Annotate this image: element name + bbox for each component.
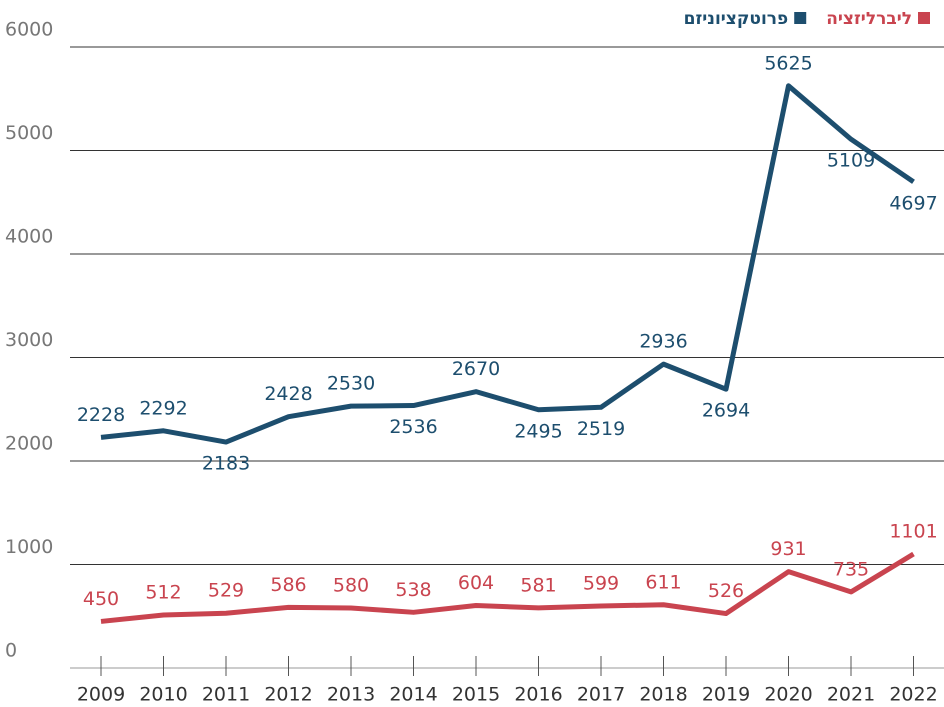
y-tick-label: 6000: [5, 19, 53, 41]
value-label: 5625: [764, 52, 812, 74]
x-tick-label: 2014: [389, 684, 437, 706]
legend-swatch: [918, 12, 930, 24]
legend-label: ליברליזציה: [826, 9, 912, 29]
value-label: 512: [145, 582, 181, 604]
x-tick-label: 2022: [889, 684, 937, 706]
value-label: 2530: [327, 373, 375, 395]
value-label: 5109: [827, 150, 875, 172]
value-label: 2936: [639, 331, 687, 353]
x-tick-label: 2018: [639, 684, 687, 706]
value-label: 1101: [889, 521, 937, 543]
value-label: 529: [208, 580, 244, 602]
value-label: 526: [708, 580, 744, 602]
line: [100, 83, 915, 445]
value-label: 2228: [77, 404, 125, 426]
value-label: 580: [333, 574, 369, 596]
value-label: 931: [770, 538, 806, 560]
x-tick-label: 2019: [702, 684, 750, 706]
value-label: 450: [83, 588, 119, 610]
y-tick-label: 2000: [5, 433, 53, 455]
y-tick-label: 1000: [5, 536, 53, 558]
value-label: 2694: [702, 400, 750, 422]
value-label: 735: [833, 558, 869, 580]
legend-swatch: [794, 12, 807, 24]
x-tick-label: 2017: [577, 684, 625, 706]
x-tick-label: 2013: [327, 684, 375, 706]
value-label: 604: [458, 572, 494, 594]
value-label: 599: [583, 573, 619, 595]
value-label: 581: [520, 574, 556, 596]
value-label: 538: [395, 579, 431, 601]
x-tick-label: 2009: [77, 684, 125, 706]
value-label: 2536: [389, 416, 437, 438]
value-label: 586: [270, 574, 306, 596]
value-label: 2519: [577, 418, 625, 440]
x-tick-label: 2015: [452, 684, 500, 706]
y-tick-label: 3000: [5, 329, 53, 351]
value-label: 2495: [514, 420, 562, 442]
value-label: 2670: [452, 358, 500, 380]
x-tick-label: 2021: [827, 684, 875, 706]
x-tick-label: 2010: [139, 684, 187, 706]
x-tick-label: 2016: [514, 684, 562, 706]
y-tick-label: 0: [5, 640, 17, 662]
value-label: 4697: [889, 192, 937, 214]
y-tick-label: 4000: [5, 226, 53, 248]
legend-label: פרוטקציוניזם: [684, 9, 789, 29]
y-tick-label: 5000: [5, 122, 53, 144]
x-tick-label: 2011: [202, 684, 250, 706]
x-tick-label: 2012: [264, 684, 312, 706]
x-tick-label: 2020: [764, 684, 812, 706]
value-label: 611: [645, 571, 681, 593]
line: [100, 551, 915, 624]
value-label: 2428: [264, 383, 312, 405]
value-label: 2292: [139, 397, 187, 419]
value-label: 2183: [202, 453, 250, 475]
